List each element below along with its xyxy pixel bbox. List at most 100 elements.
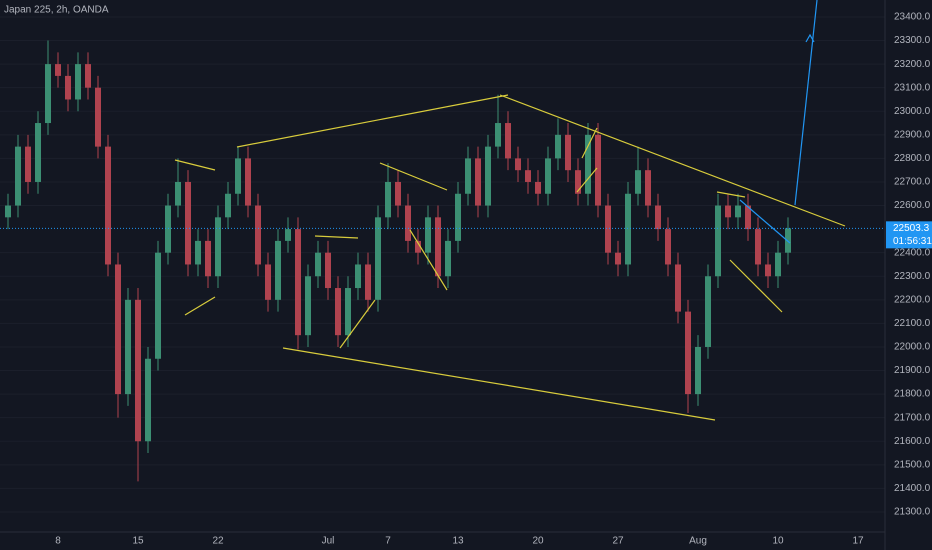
- trendline: [581, 127, 598, 159]
- candle-body: [185, 181, 191, 265]
- candle-body: [15, 146, 21, 206]
- y-tick-label: 22900.0: [894, 129, 931, 140]
- candle-body: [475, 158, 481, 206]
- candle-body: [345, 288, 351, 336]
- candle-body: [605, 205, 611, 253]
- y-tick-label: 22700.0: [894, 177, 931, 188]
- candle-body: [555, 134, 561, 159]
- candle-body: [395, 181, 401, 206]
- x-tick-label: 10: [772, 536, 784, 547]
- candle-body: [55, 64, 61, 76]
- trendline: [314, 235, 359, 239]
- candle-body: [115, 264, 121, 395]
- candle-body: [655, 205, 661, 230]
- candle-body: [435, 217, 441, 277]
- candle-body: [665, 229, 671, 265]
- candle-body: [135, 299, 141, 442]
- candle-body: [755, 229, 761, 265]
- candle-body: [745, 205, 751, 230]
- candle-body: [155, 252, 161, 359]
- candle-body: [505, 123, 511, 159]
- candle-body: [455, 193, 461, 241]
- axes: 21300.0 21400.0 21500.0 21600.0 21700.0 21800…: [55, 12, 930, 547]
- x-tick-label: Aug: [689, 536, 707, 547]
- trendline: [236, 94, 509, 148]
- candle-body: [355, 264, 361, 289]
- x-tick-label: 7: [385, 536, 391, 547]
- candle-body: [695, 346, 701, 395]
- candle-body: [255, 205, 261, 265]
- last-price-label: 22503.3: [893, 223, 930, 234]
- x-tick-label: 27: [612, 536, 624, 547]
- x-tick-label: 17: [852, 536, 864, 547]
- candle-body: [95, 87, 101, 147]
- candle-body: [535, 181, 541, 194]
- candle-body: [165, 205, 171, 253]
- candle-body: [25, 146, 31, 182]
- y-tick-label: 22400.0: [894, 247, 931, 258]
- trendline: [739, 199, 791, 244]
- y-tick-label: 22000.0: [894, 342, 931, 353]
- x-tick-label: 13: [452, 536, 464, 547]
- candle-body: [565, 134, 571, 171]
- candle-body: [5, 205, 11, 218]
- candle-body: [575, 170, 581, 194]
- candle-body: [145, 358, 151, 442]
- candle-body: [445, 240, 451, 277]
- x-tick-label: Jul: [322, 536, 335, 547]
- candle-body: [625, 193, 631, 265]
- candle-body: [45, 64, 51, 124]
- candle-body: [195, 240, 201, 265]
- candle-body: [285, 229, 291, 241]
- candle-body: [645, 170, 651, 206]
- candle-body: [375, 217, 381, 300]
- candle-body: [125, 299, 131, 395]
- candle-body: [305, 276, 311, 336]
- candles: [5, 40, 791, 482]
- y-tick-label: 22100.0: [894, 318, 931, 329]
- candle-body: [685, 311, 691, 395]
- candle-body: [765, 264, 771, 277]
- candle-body: [385, 181, 391, 218]
- candle-body: [465, 158, 471, 194]
- candle-body: [235, 158, 241, 194]
- y-tick-label: 21400.0: [894, 483, 931, 494]
- y-tick-label: 21800.0: [894, 389, 931, 400]
- candle-body: [415, 240, 421, 253]
- candle-body: [335, 288, 341, 336]
- chart-title: Japan 225, 2h, OANDA: [4, 5, 109, 16]
- price-line: 22503.3 01:56:31: [0, 221, 932, 249]
- trendline: [499, 94, 846, 227]
- trendline: [174, 159, 216, 171]
- candle-body: [265, 264, 271, 300]
- candle-body: [425, 217, 431, 253]
- trendline: [716, 191, 746, 198]
- last-price-box: [886, 221, 932, 249]
- y-tick-label: 22800.0: [894, 153, 931, 164]
- x-tick-label: 22: [212, 536, 224, 547]
- trendline: [339, 299, 376, 349]
- x-tick-label: 20: [532, 536, 544, 547]
- y-tick-label: 21900.0: [894, 365, 931, 376]
- y-tick-label: 22200.0: [894, 294, 931, 305]
- candle-body: [705, 276, 711, 347]
- candle-body: [675, 264, 681, 312]
- candle-body: [295, 229, 301, 336]
- candle-body: [85, 64, 91, 88]
- candle-body: [715, 205, 721, 277]
- candle-body: [405, 205, 411, 241]
- candle-body: [65, 75, 71, 100]
- trendline: [729, 259, 783, 313]
- y-tick-label: 21300.0: [894, 507, 931, 518]
- x-tick-label: 15: [132, 536, 144, 547]
- trendline: [409, 229, 448, 291]
- trendline: [576, 167, 598, 193]
- y-tick-label: 21500.0: [894, 459, 931, 470]
- trendline: [282, 347, 716, 421]
- y-tick-label: 23200.0: [894, 59, 931, 70]
- candle-body: [525, 170, 531, 182]
- candle-body: [735, 205, 741, 218]
- countdown-label: 01:56:31: [893, 236, 932, 247]
- y-tick-label: 23300.0: [894, 35, 931, 46]
